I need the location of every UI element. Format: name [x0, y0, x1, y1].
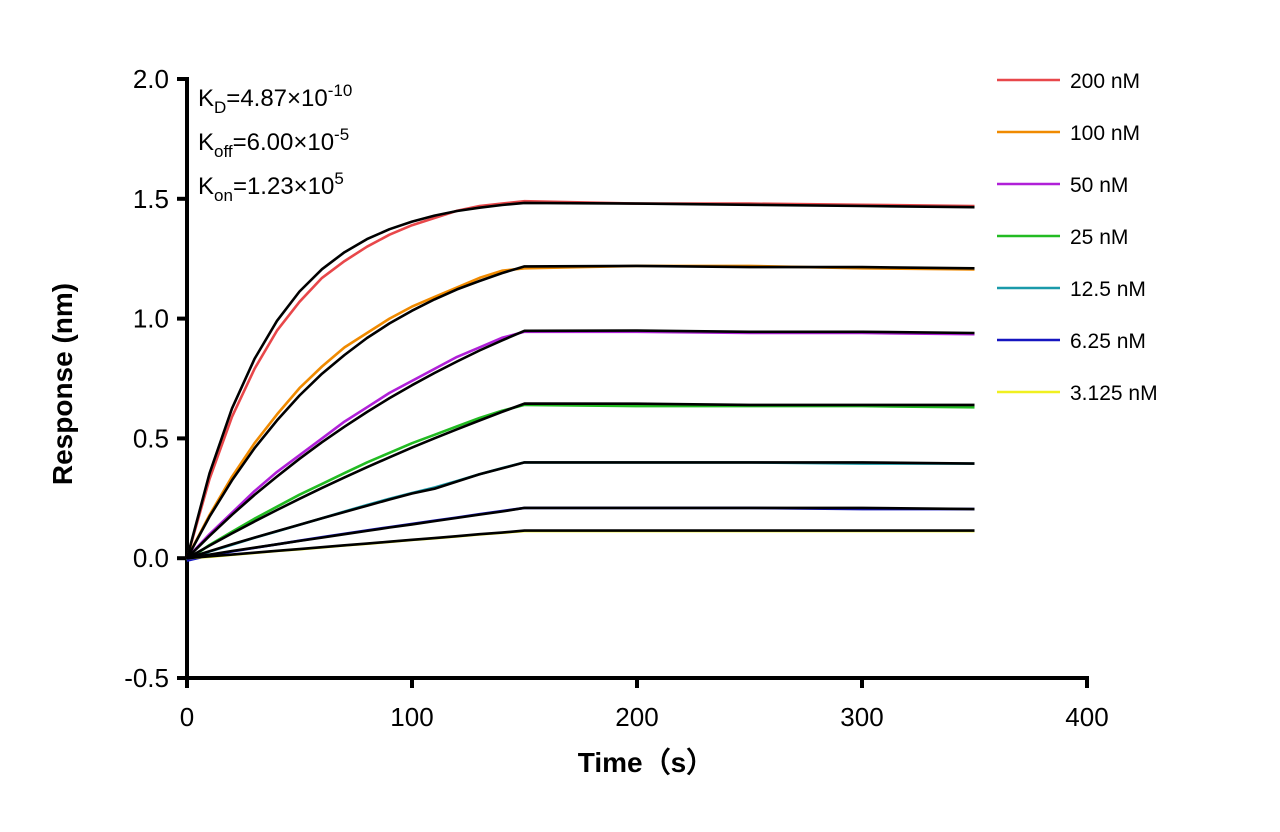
- legend-label: 100 nM: [1070, 122, 1140, 145]
- y-tick-label: 2.0: [133, 64, 169, 94]
- x-axis-title: Time（s）: [578, 746, 714, 778]
- annotation: Kon=1.23×105: [198, 169, 344, 205]
- data-line: [186, 403, 975, 562]
- annotation-sup: -10: [328, 81, 353, 100]
- y-tick-label: 0.0: [133, 543, 169, 573]
- annotation-base: K: [198, 129, 214, 156]
- annotation-text: =6.00×10: [233, 129, 334, 156]
- legend-label: 50 nM: [1070, 174, 1128, 197]
- data-line: [185, 264, 975, 559]
- x-tick-label: 300: [840, 702, 883, 732]
- annotation-sup: 5: [334, 169, 343, 188]
- y-tick-label: 1.5: [133, 184, 169, 214]
- fit-line: [186, 461, 975, 560]
- annotation-sub: off: [214, 142, 233, 161]
- legend-label: 25 nM: [1070, 226, 1128, 249]
- annotation-text: =1.23×10: [233, 173, 334, 200]
- x-tick-label: 400: [1065, 702, 1108, 732]
- x-tick-label: 0: [180, 702, 194, 732]
- annotation: Koff=6.00×10-5: [198, 125, 349, 161]
- fit-line: [186, 529, 975, 560]
- annotation-text: =4.87×10: [226, 85, 327, 112]
- annotation-base: K: [198, 85, 214, 112]
- fit-line: [186, 329, 975, 560]
- data-line: [186, 461, 975, 562]
- x-tick-label: 100: [390, 702, 433, 732]
- annotation-sup: -5: [334, 125, 349, 144]
- data-line: [186, 529, 975, 560]
- legend-label: 3.125 nM: [1070, 382, 1158, 405]
- fit-line: [185, 264, 975, 559]
- legend-label: 200 nM: [1070, 70, 1140, 93]
- x-tick-label: 200: [615, 702, 658, 732]
- y-tick-label: 1.0: [133, 304, 169, 334]
- data-line: [185, 199, 975, 559]
- annotation-sub: on: [214, 186, 233, 205]
- data-line: [186, 506, 975, 562]
- y-tick-label: -0.5: [124, 663, 169, 693]
- legend-label: 12.5 nM: [1070, 278, 1146, 301]
- fit-line: [186, 402, 975, 560]
- y-tick-label: 0.5: [133, 423, 169, 453]
- y-axis-title: Response (nm): [47, 283, 78, 485]
- legend-label: 6.25 nM: [1070, 330, 1146, 353]
- fit-line: [185, 201, 975, 559]
- annotation-base: K: [198, 173, 214, 200]
- annotation: KD=4.87×10-10: [198, 81, 352, 117]
- annotation-sub: D: [214, 98, 226, 117]
- fit-line: [186, 506, 975, 560]
